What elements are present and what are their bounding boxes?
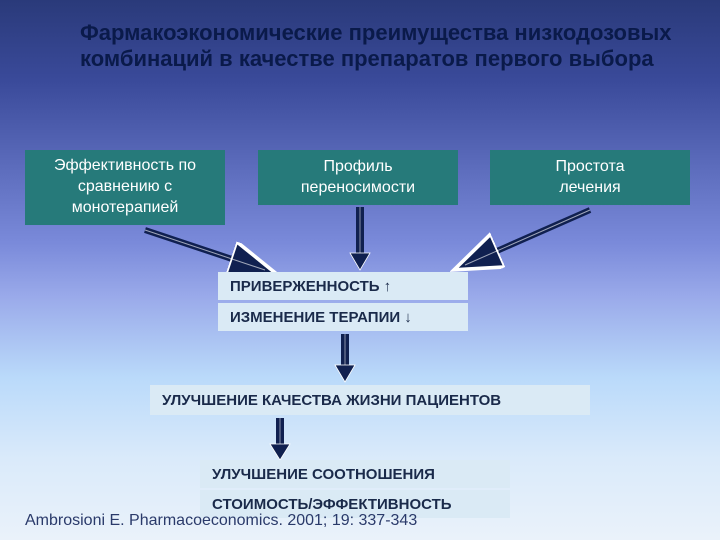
box3-line1: Простота (555, 157, 624, 178)
box-profile: Профиль переносимости (258, 150, 458, 205)
citation-text: Ambrosioni E. Pharmacoeconomics. 2001; 1… (25, 512, 417, 529)
adherence-text: ПРИВЕРЖЕННОСТЬ ↑ (230, 278, 391, 295)
box2-line1: Профиль (323, 157, 392, 178)
box-adherence: ПРИВЕРЖЕННОСТЬ ↑ (218, 272, 468, 300)
citation: Ambrosioni E. Pharmacoeconomics. 2001; 1… (25, 512, 417, 530)
cost2-text: СТОИМОСТЬ/ЭФФЕКТИВНОСТЬ (212, 496, 452, 513)
slide-title: Фармакоэкономические преимущества низкод… (80, 20, 680, 73)
box1-line1: Эффективность по (54, 156, 196, 177)
box-cost1: УЛУЧШЕНИЕ СООТНОШЕНИЯ (200, 460, 510, 488)
arrow-center-down-icon (340, 205, 380, 275)
cost1-text: УЛУЧШЕНИЕ СООТНОШЕНИЯ (212, 466, 435, 483)
title-text: Фармакоэкономические преимущества низкод… (80, 20, 672, 71)
arrow-right-diag-icon (450, 205, 600, 275)
quality-text: УЛУЧШЕНИЕ КАЧЕСТВА ЖИЗНИ ПАЦИЕНТОВ (162, 392, 501, 409)
box2-line2: переносимости (301, 178, 415, 199)
box1-line3: монотерапией (72, 198, 179, 219)
therapy-text: ИЗМЕНЕНИЕ ТЕРАПИИ ↓ (230, 309, 412, 326)
box-quality: УЛУЧШЕНИЕ КАЧЕСТВА ЖИЗНИ ПАЦИЕНТОВ (150, 385, 590, 415)
box1-line2: сравнению с (78, 177, 172, 198)
box3-line2: лечения (559, 178, 620, 199)
box-simplicity: Простота лечения (490, 150, 690, 205)
arrow-to-cost-icon (260, 416, 300, 464)
arrow-to-quality-icon (325, 332, 365, 387)
box-effectiveness: Эффективность по сравнению с монотерапие… (25, 150, 225, 225)
box-therapy-change: ИЗМЕНЕНИЕ ТЕРАПИИ ↓ (218, 303, 468, 331)
